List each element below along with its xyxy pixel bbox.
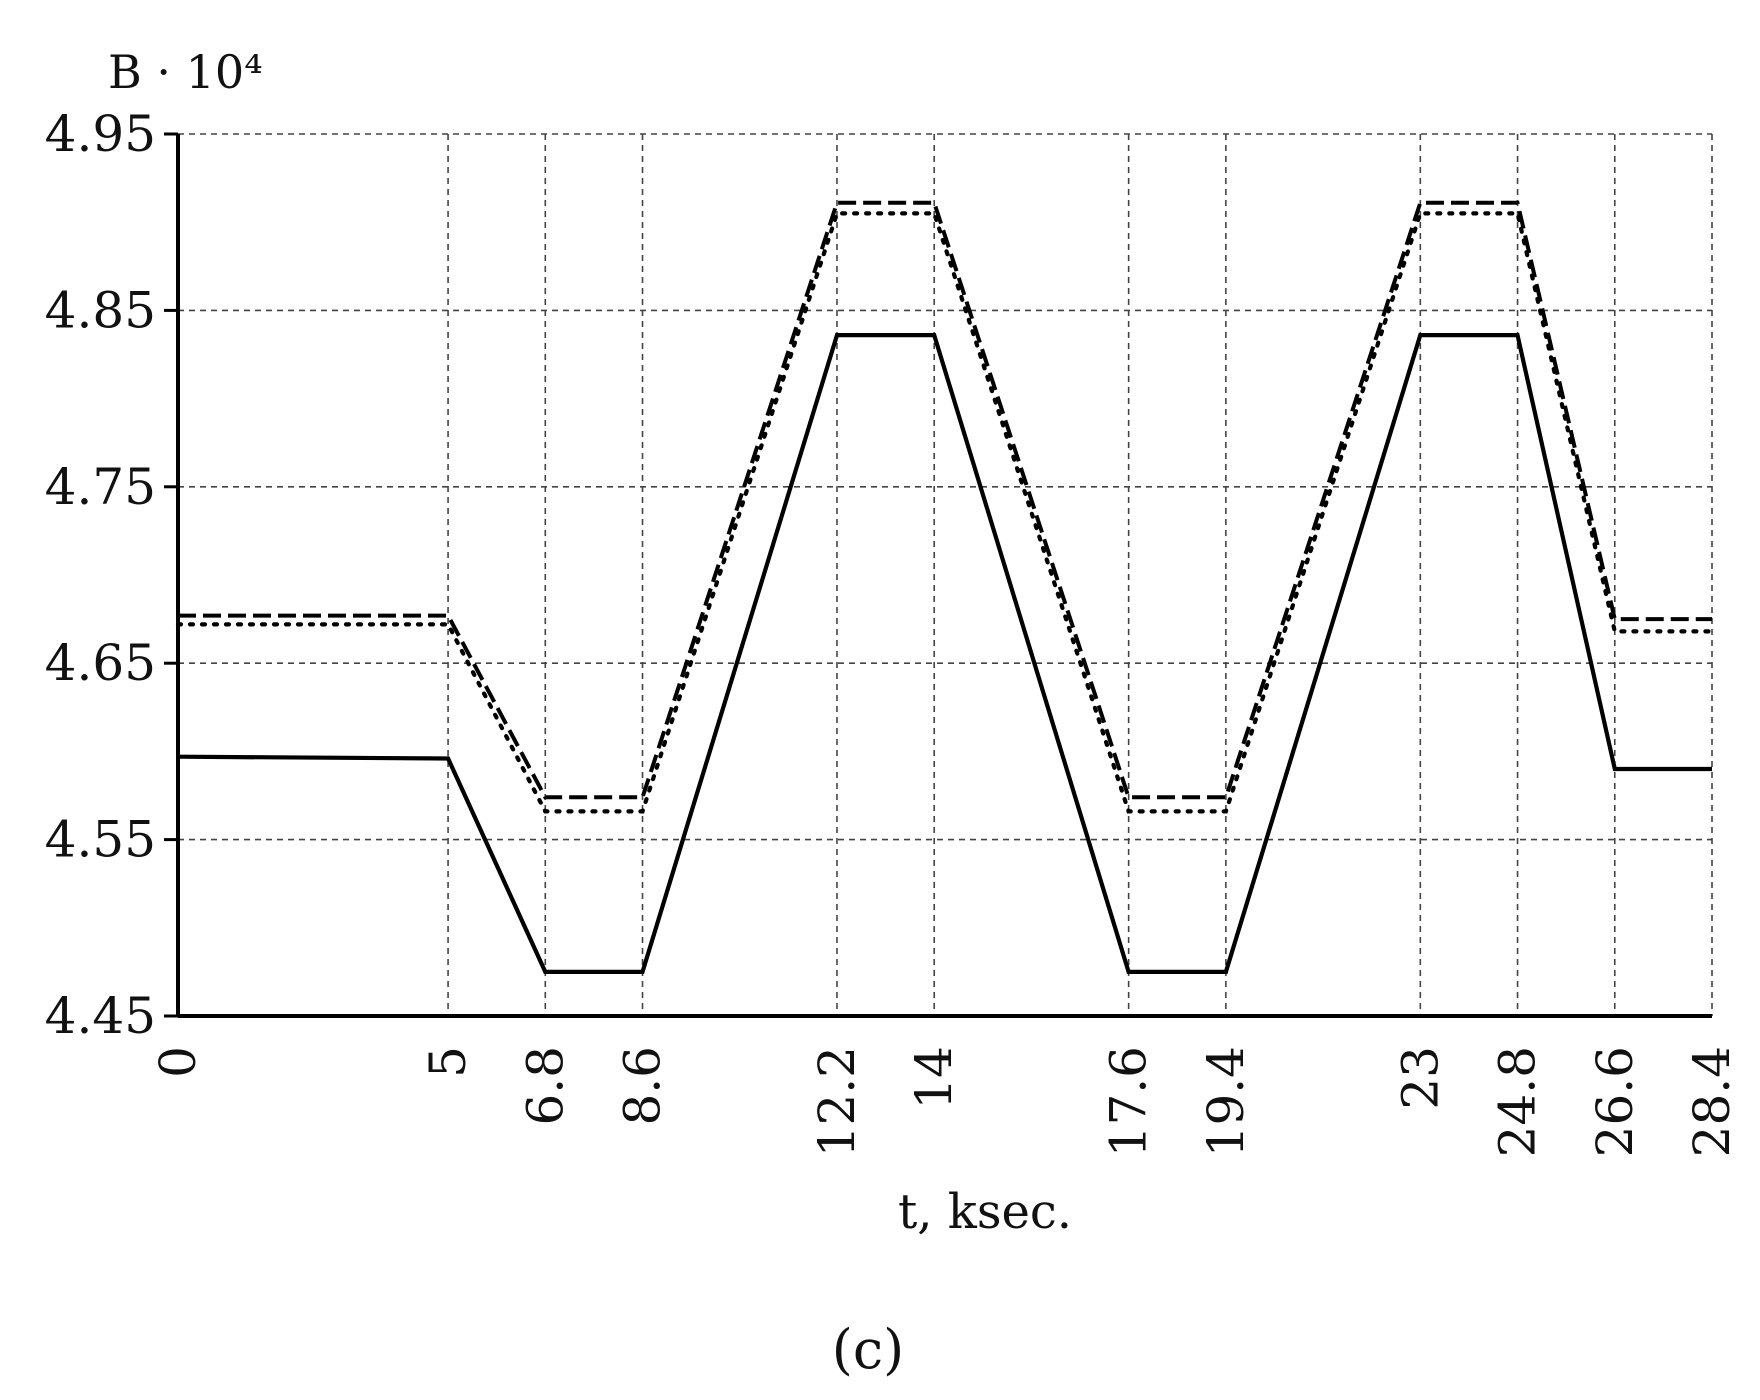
y-axis-label: B · 10⁴ <box>108 45 263 99</box>
y-tick-labels: 4.45 4.55 4.65 4.75 4.85 4.95 <box>45 105 156 1045</box>
panel-label: (c) <box>832 1318 904 1381</box>
x-tick-label: 19.4 <box>1197 1046 1255 1157</box>
series-line-dashed <box>178 200 1712 800</box>
y-tick-label: 4.75 <box>45 458 156 516</box>
x-tick-label: 26.6 <box>1586 1046 1644 1157</box>
series-line-solid <box>177 333 1712 975</box>
x-tick-labels: 0 5 6.8 8.6 12.2 14 17.6 19.4 23 24.8 26.6 28.4 <box>149 1046 1741 1157</box>
x-axis-label: t, ksec. <box>898 1184 1072 1240</box>
series-line-dotted <box>175 211 1715 814</box>
frame-layer <box>164 132 1712 1018</box>
x-tick-label: 5 <box>419 1046 477 1078</box>
series-layer <box>175 200 1715 975</box>
x-tick-label: 28.4 <box>1683 1046 1741 1157</box>
x-tick-label: 12.2 <box>808 1046 866 1157</box>
x-tick-label: 8.6 <box>614 1046 672 1126</box>
x-tick-label: 14 <box>905 1046 963 1110</box>
x-tick-label: 23 <box>1391 1046 1449 1110</box>
x-tick-label: 24.8 <box>1489 1046 1547 1157</box>
y-tick-label: 4.55 <box>45 811 156 869</box>
grid-layer <box>177 133 1713 1017</box>
y-tick-label: 4.45 <box>45 987 156 1045</box>
x-tick-label: 0 <box>149 1046 207 1078</box>
y-tick-label: 4.65 <box>45 634 156 692</box>
y-tick-label: 4.95 <box>45 105 156 163</box>
x-tick-label: 17.6 <box>1100 1046 1158 1157</box>
y-tick-label: 4.85 <box>45 281 156 339</box>
x-tick-label: 6.8 <box>516 1046 574 1126</box>
